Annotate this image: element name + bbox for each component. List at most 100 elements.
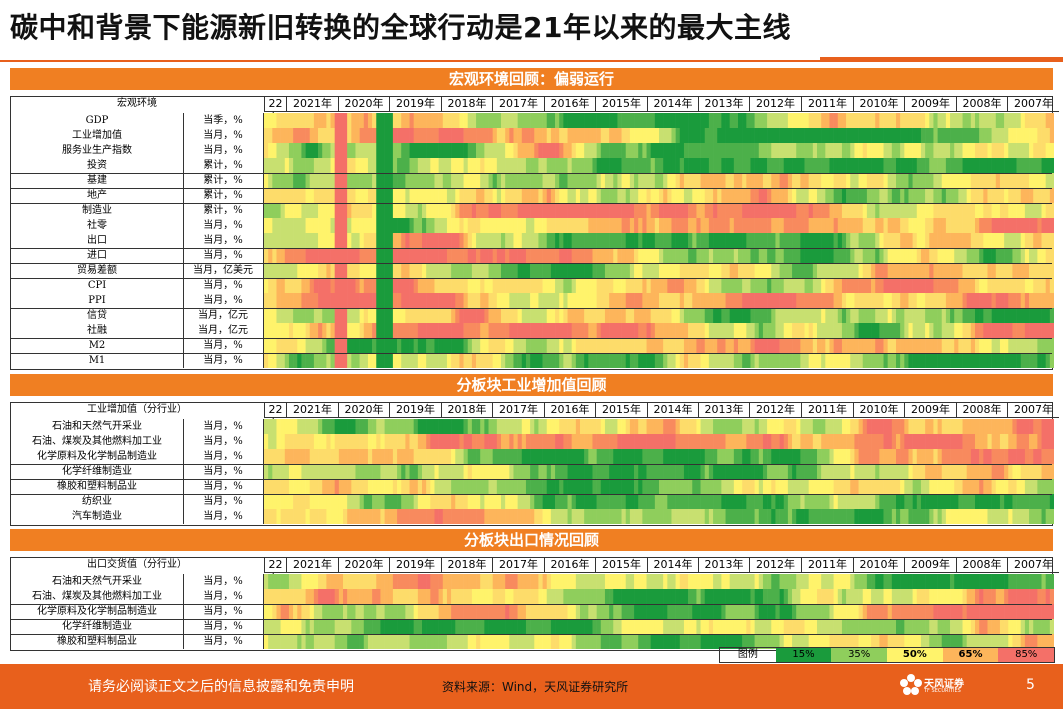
heat-cell xyxy=(896,308,901,323)
heat-cell xyxy=(405,293,410,308)
heat-cell xyxy=(513,464,518,479)
heat-cell xyxy=(596,434,602,449)
heat-cell xyxy=(563,574,568,589)
heat-cell xyxy=(671,308,676,323)
heat-cell xyxy=(966,338,972,353)
heat-cell xyxy=(513,233,518,248)
heat-cell xyxy=(692,449,697,464)
year-label: 2015年 xyxy=(595,558,647,573)
heat-cell xyxy=(559,248,564,263)
heat-cell xyxy=(875,113,880,128)
heat-cell xyxy=(550,574,556,589)
heat-cell xyxy=(729,248,735,263)
heat-cell xyxy=(738,233,743,248)
heat-cell xyxy=(588,248,593,263)
heat-cell xyxy=(688,338,693,353)
heat-cell xyxy=(492,143,498,158)
heat-cell xyxy=(862,218,868,233)
heat-cell xyxy=(659,419,664,434)
heat-cell xyxy=(293,353,298,368)
heat-cell xyxy=(804,233,809,248)
heat-cell xyxy=(484,143,489,158)
heat-cell xyxy=(1008,158,1013,173)
heat-cell xyxy=(1041,323,1046,338)
heat-cell xyxy=(704,308,710,323)
heat-cell xyxy=(883,464,888,479)
heat-cell xyxy=(738,509,743,524)
heat-cell xyxy=(663,308,668,323)
heat-cell xyxy=(492,419,498,434)
heat-cell xyxy=(268,203,273,218)
heat-cell xyxy=(455,434,460,449)
heat-cell xyxy=(821,323,826,338)
heat-cell xyxy=(484,308,489,323)
heat-cell xyxy=(692,574,697,589)
heat-cell xyxy=(721,434,726,449)
heat-cell xyxy=(950,338,955,353)
heat-cell xyxy=(862,143,868,158)
heat-cell xyxy=(467,434,473,449)
heat-cell xyxy=(559,203,564,218)
heat-cell xyxy=(812,188,818,203)
heat-cell xyxy=(496,233,502,248)
heat-cell xyxy=(438,263,444,278)
heat-cell xyxy=(451,278,456,293)
heat-cell xyxy=(293,574,298,589)
heat-cell xyxy=(875,574,880,589)
heat-cell xyxy=(484,158,489,173)
heat-cell xyxy=(941,338,947,353)
heat-cell xyxy=(970,323,976,338)
heat-cell xyxy=(1033,338,1038,353)
heat-cell xyxy=(688,173,693,188)
heat-cell xyxy=(571,263,577,278)
heat-cell xyxy=(846,203,851,218)
heat-cell xyxy=(846,218,851,233)
heat-cell xyxy=(829,479,834,494)
heat-cell xyxy=(638,479,643,494)
heat-cell xyxy=(355,509,360,524)
heat-cell xyxy=(592,113,597,128)
heat-cell xyxy=(592,479,597,494)
heat-cell xyxy=(646,509,651,524)
heat-cell xyxy=(288,128,294,143)
heat-cell xyxy=(999,479,1005,494)
heat-cell xyxy=(704,419,710,434)
heat-cell xyxy=(559,509,564,524)
heat-cell xyxy=(862,188,868,203)
heat-cell xyxy=(488,308,493,323)
heat-cell xyxy=(538,434,543,449)
heat-cell xyxy=(887,203,893,218)
heat-cell xyxy=(625,158,631,173)
heat-cell xyxy=(908,494,913,509)
heat-cell xyxy=(742,449,747,464)
heat-cell xyxy=(330,308,335,323)
heat-cell xyxy=(297,479,302,494)
heat-cell xyxy=(896,434,901,449)
heat-cell xyxy=(1029,158,1034,173)
heat-cell xyxy=(683,233,689,248)
heat-cell xyxy=(929,434,934,449)
heat-cell xyxy=(771,173,776,188)
heat-cell xyxy=(825,188,830,203)
heat-cell xyxy=(580,233,585,248)
heat-cell xyxy=(879,218,884,233)
heat-cell xyxy=(758,218,764,233)
heat-cell xyxy=(359,143,365,158)
heat-cell xyxy=(442,263,448,278)
heat-cell xyxy=(313,293,319,308)
heat-cell xyxy=(970,158,976,173)
heat-cell xyxy=(272,464,277,479)
heat-cell xyxy=(517,509,523,524)
heat-cell xyxy=(517,464,523,479)
heat-cell xyxy=(1029,218,1034,233)
heat-cell xyxy=(492,188,498,203)
heat-cell xyxy=(492,574,498,589)
heat-cell xyxy=(999,113,1005,128)
heat-cell xyxy=(293,308,298,323)
heat-cell xyxy=(796,113,801,128)
heat-cell xyxy=(875,173,880,188)
heat-cell xyxy=(264,449,269,464)
heat-cell xyxy=(604,323,610,338)
heat-cell xyxy=(975,574,980,589)
heat-cell xyxy=(812,434,818,449)
